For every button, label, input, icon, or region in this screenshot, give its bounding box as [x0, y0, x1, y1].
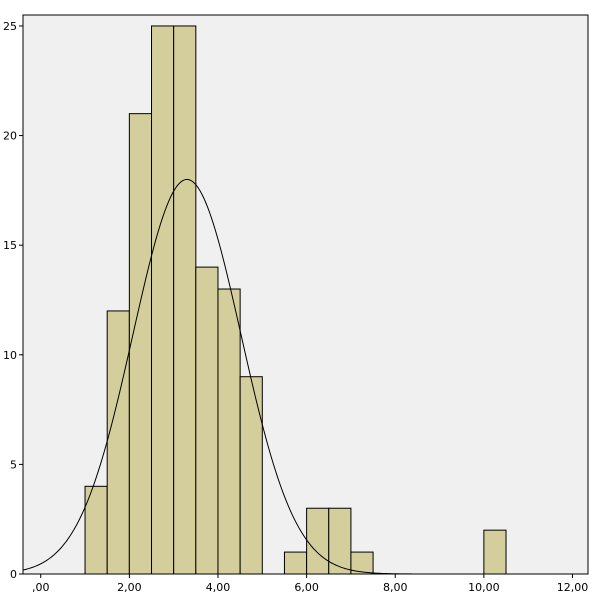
y-tick-label: 15 [3, 239, 17, 252]
plot-frame [22, 14, 589, 575]
x-tick-label: 10,00 [468, 581, 500, 594]
histogram-bar [217, 288, 241, 575]
x-tick-label: 8,00 [383, 581, 408, 594]
x-tick-label: 6,00 [294, 581, 319, 594]
histogram-bar [195, 266, 219, 575]
histogram-bar [283, 551, 308, 575]
x-tick-label: ,00 [32, 581, 50, 594]
y-tick-label: 25 [3, 20, 17, 33]
histogram-bar [239, 376, 263, 575]
x-tick-label: 12,00 [557, 581, 589, 594]
x-tick-label: 2,00 [117, 581, 142, 594]
histogram-bar [106, 310, 130, 575]
y-axis: 0 5 10 15 20 25 [3, 20, 23, 581]
y-tick-label: 0 [10, 568, 17, 581]
y-tick-label: 5 [10, 458, 17, 471]
histogram-bar [151, 25, 175, 575]
x-tick-label: 4,00 [206, 581, 231, 594]
y-tick-label: 10 [3, 349, 17, 362]
histogram-bar [173, 25, 197, 575]
histogram-bars [84, 25, 507, 575]
histogram-bar [483, 529, 507, 575]
histogram-bar [128, 113, 153, 575]
y-tick-label: 20 [3, 130, 17, 143]
x-axis: ,00 2,00 4,00 6,00 8,00 10,00 12,00 [32, 574, 588, 594]
histogram-bar [306, 507, 330, 575]
histogram-bar [328, 507, 352, 575]
